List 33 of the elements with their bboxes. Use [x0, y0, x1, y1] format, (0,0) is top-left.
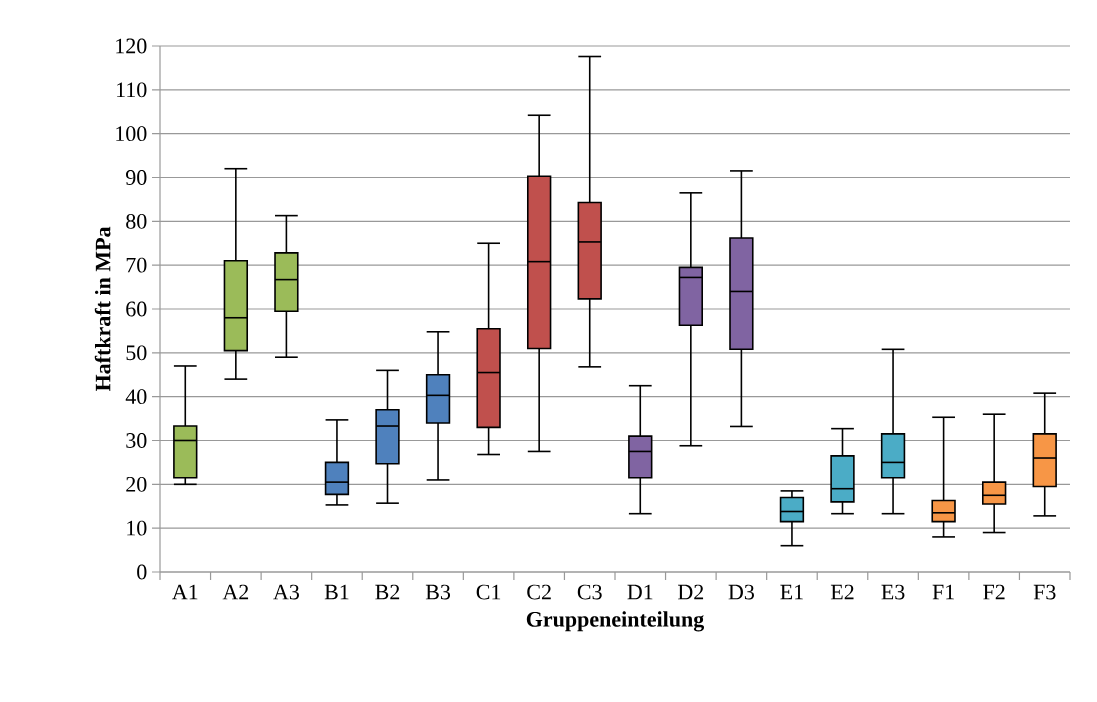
x-tick-label: C2 [527, 584, 551, 600]
x-tick-label: D1 [627, 584, 653, 600]
y-tick-label: 0 [137, 564, 147, 580]
y-tick-label: 20 [126, 476, 147, 492]
y-tick-label: 120 [116, 38, 147, 54]
x-tick-label: A2 [222, 584, 249, 600]
x-axis-title: Gruppeneinteilung [526, 611, 705, 632]
x-tick-label: F1 [932, 584, 954, 600]
y-tick-label: 50 [126, 345, 147, 361]
x-tick-label: B3 [425, 584, 451, 600]
y-tick-label: 70 [126, 257, 147, 273]
x-tick-label: D2 [678, 584, 704, 600]
x-tick-label: E3 [881, 584, 905, 600]
x-tick-label: A1 [172, 584, 198, 600]
y-tick-label: 40 [125, 389, 147, 405]
x-tick-label: C3 [577, 584, 602, 600]
x-tick-label: F3 [1033, 584, 1056, 600]
y-tick-label: 100 [116, 126, 147, 142]
y-tick-label: 10 [127, 520, 147, 536]
y-tick-label: 90 [126, 170, 147, 185]
x-tick-label: F2 [983, 584, 1005, 600]
x-tick-label: A3 [273, 584, 299, 600]
x-tick-label: C1 [476, 584, 501, 600]
x-tick-label: B2 [375, 584, 400, 600]
x-tick-label: E1 [780, 584, 803, 600]
y-tick-label: 60 [126, 301, 147, 317]
x-tick-label: B1 [324, 584, 349, 600]
x-tick-label: D3 [728, 584, 754, 600]
y-tick-label: 80 [126, 213, 147, 229]
y-tick-label: 110 [117, 82, 147, 98]
y-axis-title: Haftkraft in MPa [94, 226, 111, 392]
x-tick-label: E2 [830, 584, 854, 600]
y-tick-label: 30 [126, 433, 147, 448]
